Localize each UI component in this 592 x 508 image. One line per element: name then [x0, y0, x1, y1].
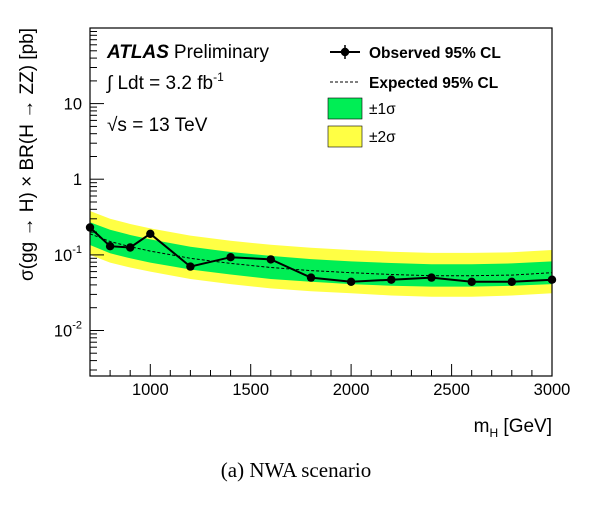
- tick-labels-layer: 1000 1500 2000 2500 3000 10-2 10-1 1 10: [54, 96, 571, 399]
- y-tick-label: 10: [64, 96, 82, 114]
- x-tick-label: 3000: [534, 381, 571, 399]
- observed-point: [387, 275, 396, 284]
- observed-point: [226, 253, 235, 262]
- observed-point: [507, 277, 516, 286]
- legend-expected-label: Expected 95% CL: [369, 75, 498, 92]
- legend-2sigma-label: ±2σ: [369, 129, 396, 146]
- plot-svg: 1000 1500 2000 2500 3000 10-2 10-1 1 10 σ(gg → H…: [17, 27, 571, 440]
- legend: Observed 95% CL Expected 95% CL ±1σ ±2σ: [327, 45, 501, 148]
- legend-1sigma-swatch: [327, 97, 363, 120]
- observed-point: [105, 242, 115, 251]
- figure-caption: (a) NWA scenario: [220, 458, 372, 482]
- observed-point: [467, 277, 476, 286]
- y-tick-label: 1: [73, 171, 82, 189]
- ticks-layer: [89, 27, 553, 376]
- lines-layer: [85, 223, 557, 286]
- energy-label: √s = 13 TeV: [107, 115, 208, 136]
- observed-point: [346, 277, 356, 286]
- x-tick-label: 2500: [433, 381, 470, 399]
- x-tick-label: 2000: [333, 381, 370, 399]
- experiment-label: ATLAS Preliminary: [106, 42, 269, 63]
- legend-observed-label: Observed 95% CL: [369, 45, 501, 62]
- band-1sigma: [90, 222, 552, 287]
- observed-point: [186, 262, 195, 271]
- legend-observed-marker: [340, 47, 350, 57]
- y-tick-label: 10-2: [54, 320, 82, 341]
- x-tick-label: 1500: [232, 381, 269, 399]
- observed-point: [146, 229, 155, 238]
- y-tick-label: 10-1: [54, 244, 82, 265]
- observed-point: [427, 273, 436, 282]
- x-axis-label: mH [GeV]: [474, 416, 552, 440]
- observed-point: [266, 255, 275, 264]
- legend-1sigma-label: ±1σ: [369, 101, 396, 118]
- observed-point: [126, 243, 135, 252]
- luminosity-label: ∫ Ldt = 3.2 fb-1: [106, 70, 224, 94]
- y-axis-label: σ(gg → H) × BR(H → ZZ) [pb]: [17, 28, 38, 281]
- observed-point: [306, 273, 316, 282]
- x-tick-label: 1000: [132, 381, 169, 399]
- bands-layer: [90, 211, 552, 297]
- legend-2sigma-swatch: [327, 125, 363, 148]
